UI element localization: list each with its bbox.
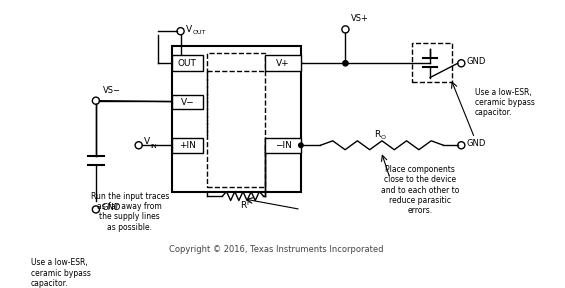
Text: IN: IN <box>150 144 157 149</box>
Text: Run the input traces
as far away from
the supply lines
as possible.: Run the input traces as far away from th… <box>90 192 169 232</box>
Text: GND: GND <box>101 203 120 212</box>
Text: V−: V− <box>180 98 194 107</box>
Text: F: F <box>246 201 250 206</box>
Text: GND: GND <box>467 139 486 148</box>
Text: R: R <box>375 130 381 139</box>
Bar <box>265 138 301 153</box>
Text: V+: V+ <box>276 59 290 68</box>
Text: +IN: +IN <box>179 141 195 150</box>
Bar <box>172 46 301 192</box>
Text: V: V <box>144 137 150 146</box>
Bar <box>172 95 203 109</box>
Text: VS−: VS− <box>103 86 121 95</box>
Bar <box>207 54 265 187</box>
Circle shape <box>343 60 348 66</box>
Bar <box>172 55 203 71</box>
Bar <box>412 43 453 82</box>
Text: GND: GND <box>467 57 486 66</box>
Text: Place components
close to the device
and to each other to
reduce parasitic
error: Place components close to the device and… <box>381 165 459 215</box>
Text: R: R <box>240 201 246 210</box>
Text: −IN: −IN <box>275 141 292 150</box>
Circle shape <box>299 143 303 147</box>
Text: Use a low-ESR,
ceramic bypass
capacitor.: Use a low-ESR, ceramic bypass capacitor. <box>475 88 534 118</box>
Text: VS+: VS+ <box>351 14 368 23</box>
Text: Use a low-ESR,
ceramic bypass
capacitor.: Use a low-ESR, ceramic bypass capacitor. <box>31 258 91 288</box>
Text: OUT: OUT <box>192 30 206 35</box>
Bar <box>265 55 301 71</box>
Text: OUT: OUT <box>178 59 197 68</box>
Bar <box>172 138 203 153</box>
Text: V: V <box>186 25 192 34</box>
Text: O: O <box>380 135 385 140</box>
Text: Copyright © 2016, Texas Instruments Incorporated: Copyright © 2016, Texas Instruments Inco… <box>169 245 383 254</box>
